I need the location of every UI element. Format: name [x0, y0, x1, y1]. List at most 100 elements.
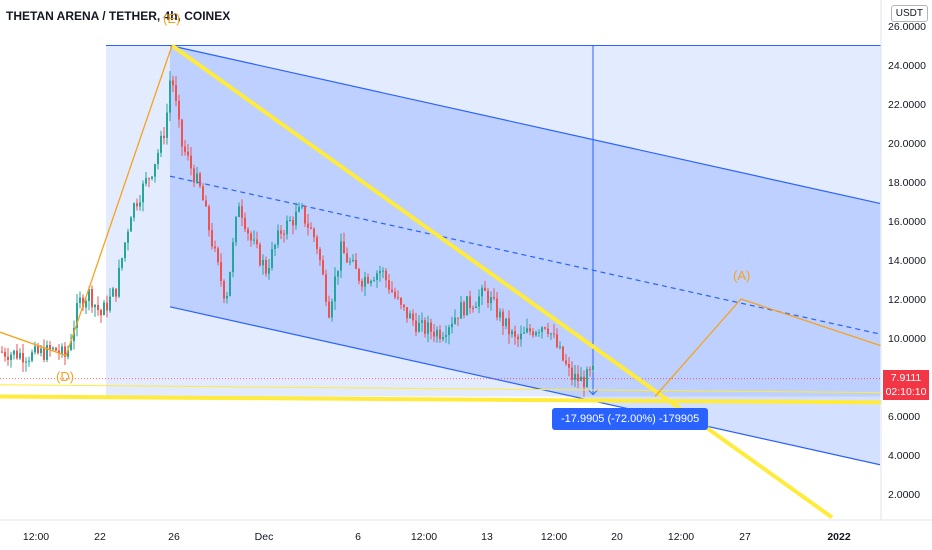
- y-tick-label: 14.0000: [888, 255, 926, 267]
- candle-body: [265, 259, 267, 274]
- candle-body: [106, 302, 108, 311]
- candle-body: [571, 367, 573, 380]
- x-tick-label: 22: [94, 531, 106, 543]
- candle-body: [319, 249, 321, 261]
- candle-body: [142, 183, 144, 203]
- candle-body: [307, 223, 309, 228]
- candle-body: [448, 327, 450, 336]
- candle-body: [61, 346, 63, 354]
- candle-body: [52, 347, 54, 350]
- candle-body: [559, 346, 561, 348]
- support-trendline: [0, 394, 882, 405]
- y-tick-label: 6.0000: [888, 411, 920, 423]
- candle-body: [583, 376, 585, 388]
- candle-body: [295, 211, 297, 226]
- candle-body: [457, 317, 459, 319]
- y-tick-label: 16.0000: [888, 216, 926, 228]
- x-tick-label: 6: [355, 531, 361, 543]
- x-tick-label: 26: [168, 531, 180, 543]
- x-tick-label: 12:00: [541, 531, 567, 543]
- price-axis-bg: [881, 0, 932, 550]
- candle-body: [376, 273, 378, 280]
- x-tick-label: 12:00: [411, 531, 437, 543]
- candle-body: [127, 231, 129, 243]
- candle-body: [67, 349, 69, 357]
- candle-body: [262, 259, 264, 266]
- measure-tool-label[interactable]: -17.9905 (-72.00%) -179905: [552, 408, 709, 430]
- candle-body: [547, 328, 549, 335]
- candle-body: [283, 233, 285, 235]
- candle-body: [181, 119, 183, 147]
- candle-body: [235, 216, 237, 243]
- candle-body: [139, 202, 141, 207]
- candle-body: [205, 200, 207, 207]
- candle-body: [301, 206, 303, 208]
- y-tick-label: 18.0000: [888, 177, 926, 189]
- candle-body: [94, 304, 96, 308]
- candle-body: [97, 304, 99, 311]
- candle-body: [430, 322, 432, 332]
- candle-body: [88, 288, 90, 302]
- candle-body: [568, 364, 570, 368]
- candle-body: [85, 301, 87, 308]
- candle-body: [334, 276, 336, 302]
- y-tick-label: 12.0000: [888, 294, 926, 306]
- candle-body: [349, 261, 351, 263]
- candle-body: [169, 80, 171, 113]
- currency-badge[interactable]: USDT: [890, 5, 928, 22]
- candle-body: [343, 241, 345, 254]
- candle-body: [484, 287, 486, 291]
- candle-body: [118, 267, 120, 297]
- y-tick-label: 10.0000: [888, 333, 926, 345]
- candle-body: [562, 346, 564, 361]
- y-tick-label: 26.0000: [888, 21, 926, 33]
- candle-body: [172, 80, 174, 86]
- candle-body: [151, 176, 153, 179]
- candle-body: [19, 353, 21, 359]
- candle-body: [217, 248, 219, 263]
- candle-body: [493, 297, 495, 299]
- candle-body: [421, 320, 423, 323]
- candle-body: [190, 155, 192, 169]
- candle-body: [223, 280, 225, 299]
- chart-title: THETAN ARENA / TETHER, 4h, COINEX: [6, 9, 231, 23]
- candle-body: [463, 302, 465, 316]
- candle-body: [82, 297, 84, 308]
- candle-body: [367, 276, 369, 284]
- candle-body: [496, 298, 498, 318]
- candle-body: [466, 296, 468, 316]
- candle-body: [487, 290, 489, 304]
- candle-body: [73, 327, 75, 342]
- candle-body: [7, 356, 9, 360]
- candle-body: [124, 242, 126, 259]
- y-tick-label: 22.0000: [888, 99, 926, 111]
- candle-body: [10, 354, 12, 360]
- candle-body: [580, 376, 582, 382]
- candle-body: [214, 246, 216, 249]
- candle-body: [586, 369, 588, 388]
- candle-body: [310, 227, 312, 229]
- candle-body: [364, 276, 366, 287]
- bar-countdown: 02:10:10: [885, 386, 927, 398]
- candle-body: [553, 333, 555, 335]
- candle-body: [178, 100, 180, 120]
- candle-body: [424, 320, 426, 334]
- candle-body: [154, 163, 156, 177]
- candle-body: [565, 360, 567, 365]
- candle-body: [211, 230, 213, 247]
- candle-body: [436, 329, 438, 337]
- x-tick-label: 20: [611, 531, 623, 543]
- y-tick-label: 2.0000: [888, 489, 920, 501]
- candle-body: [352, 259, 354, 262]
- candle-body: [226, 295, 228, 299]
- candle-body: [322, 260, 324, 275]
- candle-body: [136, 203, 138, 207]
- wave-path-de: [0, 45, 173, 357]
- x-tick-label: 13: [481, 531, 493, 543]
- candle-body: [40, 348, 42, 354]
- candle-body: [133, 203, 135, 218]
- candle-body: [418, 322, 420, 332]
- candle-body: [58, 350, 60, 354]
- candle-body: [550, 333, 552, 335]
